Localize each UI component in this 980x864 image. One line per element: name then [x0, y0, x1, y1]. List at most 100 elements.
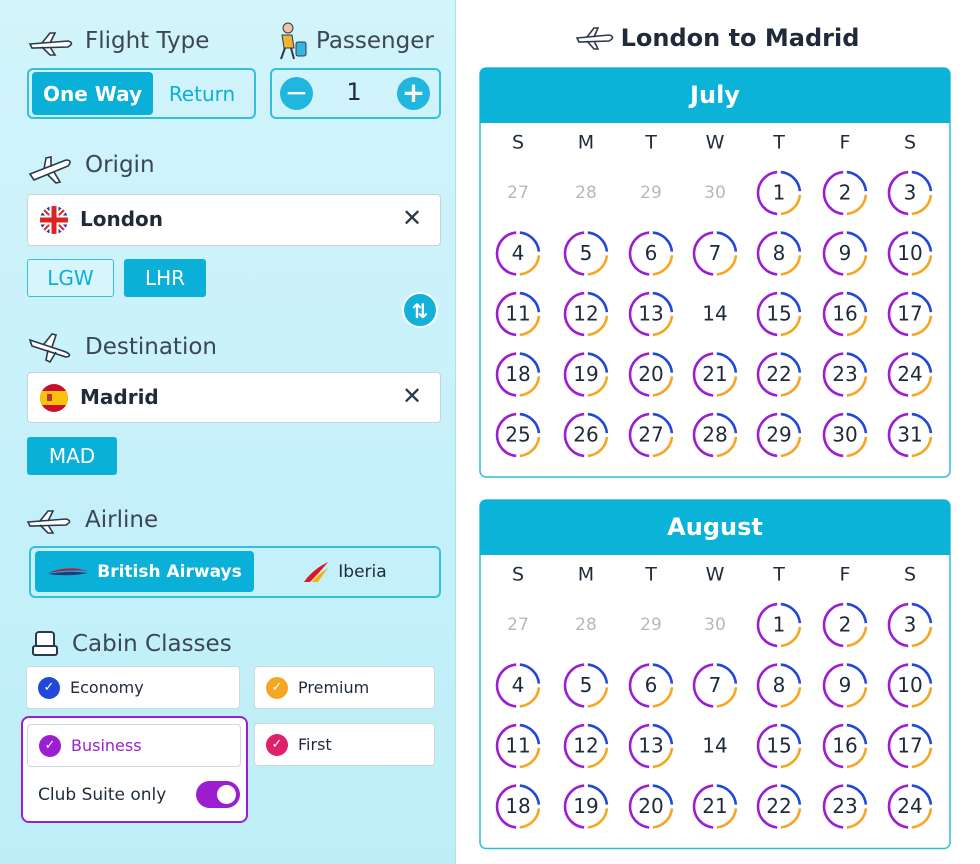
day-bg — [497, 232, 539, 275]
day-number: 18 — [505, 362, 530, 386]
day-cell[interactable]: 16 — [822, 723, 868, 769]
day-bg — [824, 353, 866, 396]
day-cell[interactable]: 8 — [756, 231, 802, 276]
day-cell[interactable]: 17 — [887, 723, 933, 769]
day-cell[interactable]: 19 — [563, 784, 609, 829]
day-cell[interactable]: 31 — [887, 412, 933, 458]
ring-blue — [519, 231, 541, 252]
ring-orange — [780, 808, 802, 829]
day-bg — [497, 725, 539, 767]
day-cell[interactable]: 13 — [628, 291, 674, 337]
day-number: 6 — [645, 241, 658, 265]
day-cell[interactable]: 18 — [495, 352, 541, 397]
economy-card[interactable]: ✓ Economy — [26, 666, 240, 709]
ring-blue — [519, 784, 541, 805]
day-cell[interactable]: 26 — [563, 412, 609, 458]
ring-orange — [911, 376, 933, 397]
day-cell[interactable]: 12 — [563, 723, 609, 769]
day-cell[interactable]: 4 — [495, 231, 541, 276]
ring-purple — [692, 412, 714, 458]
day-cell[interactable]: 24 — [887, 352, 933, 397]
destination-input[interactable] — [27, 372, 441, 423]
ring-purple — [822, 231, 844, 276]
day-cell[interactable]: 7 — [692, 663, 738, 708]
month-header — [480, 68, 950, 123]
day-cell[interactable]: 22 — [756, 352, 802, 397]
day-cell[interactable]: 30 — [822, 412, 868, 458]
ring-orange — [519, 255, 541, 276]
ring-blue — [911, 231, 933, 252]
clear-origin[interactable]: ✕ — [402, 204, 423, 232]
day-cell[interactable]: 22 — [756, 784, 802, 829]
day-cell[interactable]: 1 — [756, 602, 802, 648]
day-cell[interactable]: 20 — [628, 352, 674, 397]
club-suite-toggle[interactable] — [196, 781, 240, 808]
origin-input[interactable] — [27, 194, 441, 246]
one-way-option[interactable]: One Way — [32, 72, 153, 115]
day-cell[interactable]: 24 — [887, 784, 933, 829]
day-number: 28 — [702, 423, 727, 447]
day-cell[interactable]: 10 — [887, 231, 933, 276]
day-cell[interactable]: 6 — [628, 231, 674, 276]
ring-purple — [495, 412, 517, 458]
day-bg — [630, 414, 672, 456]
day-cell[interactable]: 5 — [563, 663, 609, 708]
day-cell[interactable]: 28 — [692, 412, 738, 458]
ring-purple — [822, 663, 844, 708]
day-cell[interactable]: 23 — [822, 352, 868, 397]
day-cell[interactable]: 2 — [822, 170, 868, 216]
ring-purple — [495, 723, 517, 769]
lgw-chip[interactable]: LGW — [27, 259, 114, 297]
day-cell[interactable]: 21 — [692, 784, 738, 829]
increment-button[interactable]: + — [397, 77, 430, 110]
day-cell[interactable]: 11 — [495, 723, 541, 769]
day-cell[interactable]: 1 — [756, 170, 802, 216]
iberia-option[interactable]: Iberia — [254, 551, 435, 592]
day-cell[interactable]: 12 — [563, 291, 609, 337]
decrement-button[interactable]: − — [280, 77, 313, 110]
day-cell[interactable]: 10 — [887, 663, 933, 708]
ring-orange — [911, 315, 933, 337]
day-cell[interactable]: 5 — [563, 231, 609, 276]
day-cell[interactable]: 13 — [628, 723, 674, 769]
day-cell[interactable]: 7 — [692, 231, 738, 276]
day-cell[interactable]: 18 — [495, 784, 541, 829]
day-bg — [694, 232, 736, 275]
day-cell[interactable]: 4 — [495, 663, 541, 708]
british-airways-option[interactable]: British Airways — [35, 551, 254, 592]
ring-purple — [692, 663, 714, 708]
flight-type-label: Flight Type — [85, 28, 210, 54]
day-cell[interactable]: 15 — [756, 291, 802, 337]
day-cell[interactable]: 25 — [495, 412, 541, 458]
swap-button[interactable]: ⇅ — [402, 292, 438, 328]
first-card[interactable]: ✓ First — [254, 723, 435, 766]
day-cell[interactable]: 17 — [887, 291, 933, 337]
day-cell[interactable]: 9 — [822, 663, 868, 708]
day-cell[interactable]: 3 — [887, 170, 933, 216]
day-cell[interactable]: 21 — [692, 352, 738, 397]
day-cell[interactable]: 29 — [756, 412, 802, 458]
day-cell[interactable]: 27 — [628, 412, 674, 458]
day-cell[interactable]: 11 — [495, 291, 541, 337]
weekday: M — [578, 564, 594, 586]
lhr-chip[interactable]: LHR — [124, 259, 206, 297]
premium-card[interactable]: ✓ Premium — [254, 666, 435, 709]
day-number: 30 — [832, 423, 857, 447]
day-cell[interactable]: 3 — [887, 602, 933, 648]
ring-blue — [780, 231, 802, 252]
day-cell[interactable]: 15 — [756, 723, 802, 769]
ring-purple — [628, 231, 650, 276]
day-number: 4 — [512, 241, 525, 265]
mad-chip[interactable]: MAD — [27, 437, 117, 475]
day-cell[interactable]: 16 — [822, 291, 868, 337]
day-cell[interactable]: 20 — [628, 784, 674, 829]
day-cell[interactable]: 8 — [756, 663, 802, 708]
day-cell[interactable]: 6 — [628, 663, 674, 708]
day-cell[interactable]: 2 — [822, 602, 868, 648]
day-cell[interactable]: 19 — [563, 352, 609, 397]
clear-destination[interactable]: ✕ — [402, 382, 423, 410]
day-cell[interactable]: 9 — [822, 231, 868, 276]
return-option[interactable]: Return — [168, 81, 236, 106]
day-cell[interactable]: 23 — [822, 784, 868, 829]
business-card[interactable]: ✓ Business — [27, 724, 241, 767]
